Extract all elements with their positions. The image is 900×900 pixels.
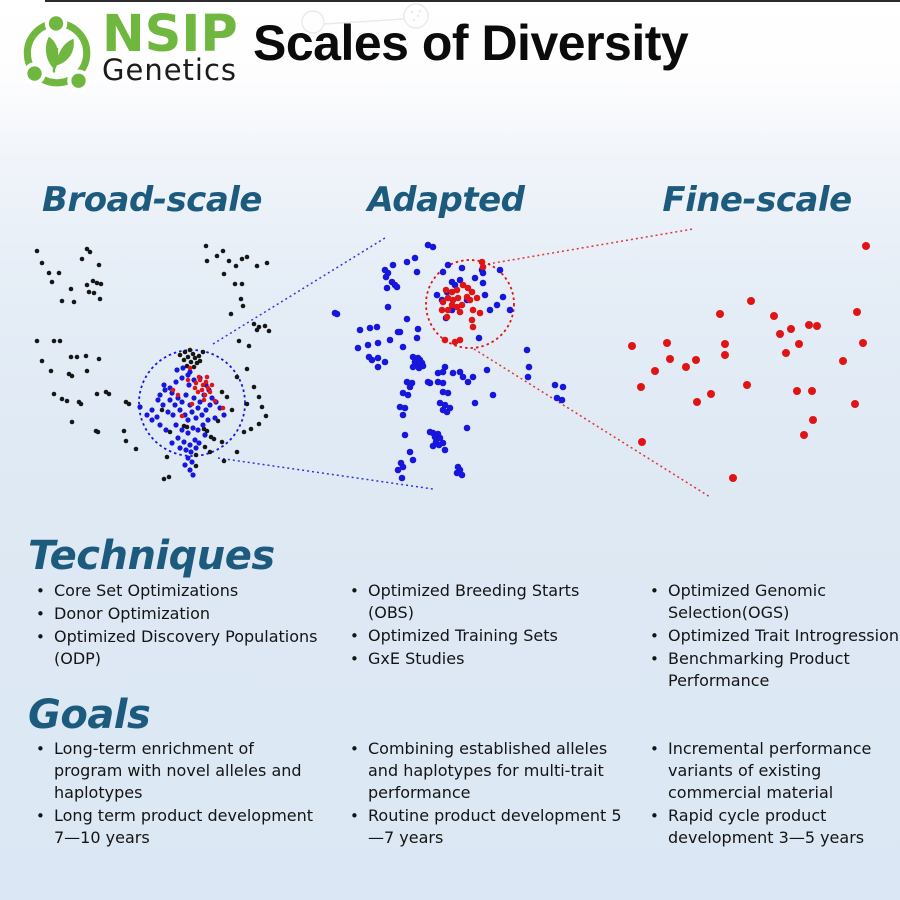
techniques-col-broad: Core Set Optimizations Donor Optimizatio… [0,580,322,693]
list-item: Long-term enrichment of program with nov… [32,738,322,804]
logo-text: NSIP Genetics [102,5,238,87]
goals-col-fine: Incremental performance variants of exis… [622,738,900,850]
screenshot-top-edge [45,0,900,2]
list-item: Optimized Genomic Selection(OGS) [646,580,900,624]
techniques-col-fine: Optimized Genomic Selection(OGS) Optimiz… [622,580,900,693]
list-item: Optimized Training Sets [346,625,622,647]
panel-label-adapted: Adapted [367,180,525,220]
list-item: Optimized Breeding Starts (OBS) [346,580,622,624]
list-item: Long term product development 7—10 years [32,805,322,849]
goals-columns: Long-term enrichment of program with nov… [0,738,900,850]
techniques-heading: Techniques [28,533,275,579]
nsip-genetics-logo: NSIP Genetics [12,6,238,92]
leaf-ring-icon [23,12,91,92]
list-item: Core Set Optimizations [32,580,322,602]
list-item: Incremental performance variants of exis… [646,738,900,804]
techniques-col-adapted: Optimized Breeding Starts (OBS) Optimize… [322,580,622,693]
list-item: Benchmarking Product Performance [646,648,900,692]
list-item: GxE Studies [346,648,622,670]
list-item: Rapid cycle product development 3—5 year… [646,805,900,849]
list-item: Optimized Trait Introgression [646,625,900,647]
list-item: Optimized Discovery Populations (ODP) [32,626,322,670]
panel-label-broad-scale: Broad-scale [42,180,262,220]
header: NSIP Genetics [12,6,238,92]
goals-heading: Goals [28,692,151,738]
page-title: Scales of Diversity [253,15,689,71]
logo-genetics-label: Genetics [102,52,238,87]
panel-label-fine-scale: Fine-scale [662,180,852,220]
list-item: Donor Optimization [32,603,322,625]
goals-col-broad: Long-term enrichment of program with nov… [0,738,322,850]
logo-nsip-label: NSIP [102,5,238,65]
list-item: Routine product development 5—7 years [346,805,622,849]
techniques-columns: Core Set Optimizations Donor Optimizatio… [0,580,900,693]
goals-col-adapted: Combining established alleles and haplot… [322,738,622,850]
list-item: Combining established alleles and haplot… [346,738,622,804]
